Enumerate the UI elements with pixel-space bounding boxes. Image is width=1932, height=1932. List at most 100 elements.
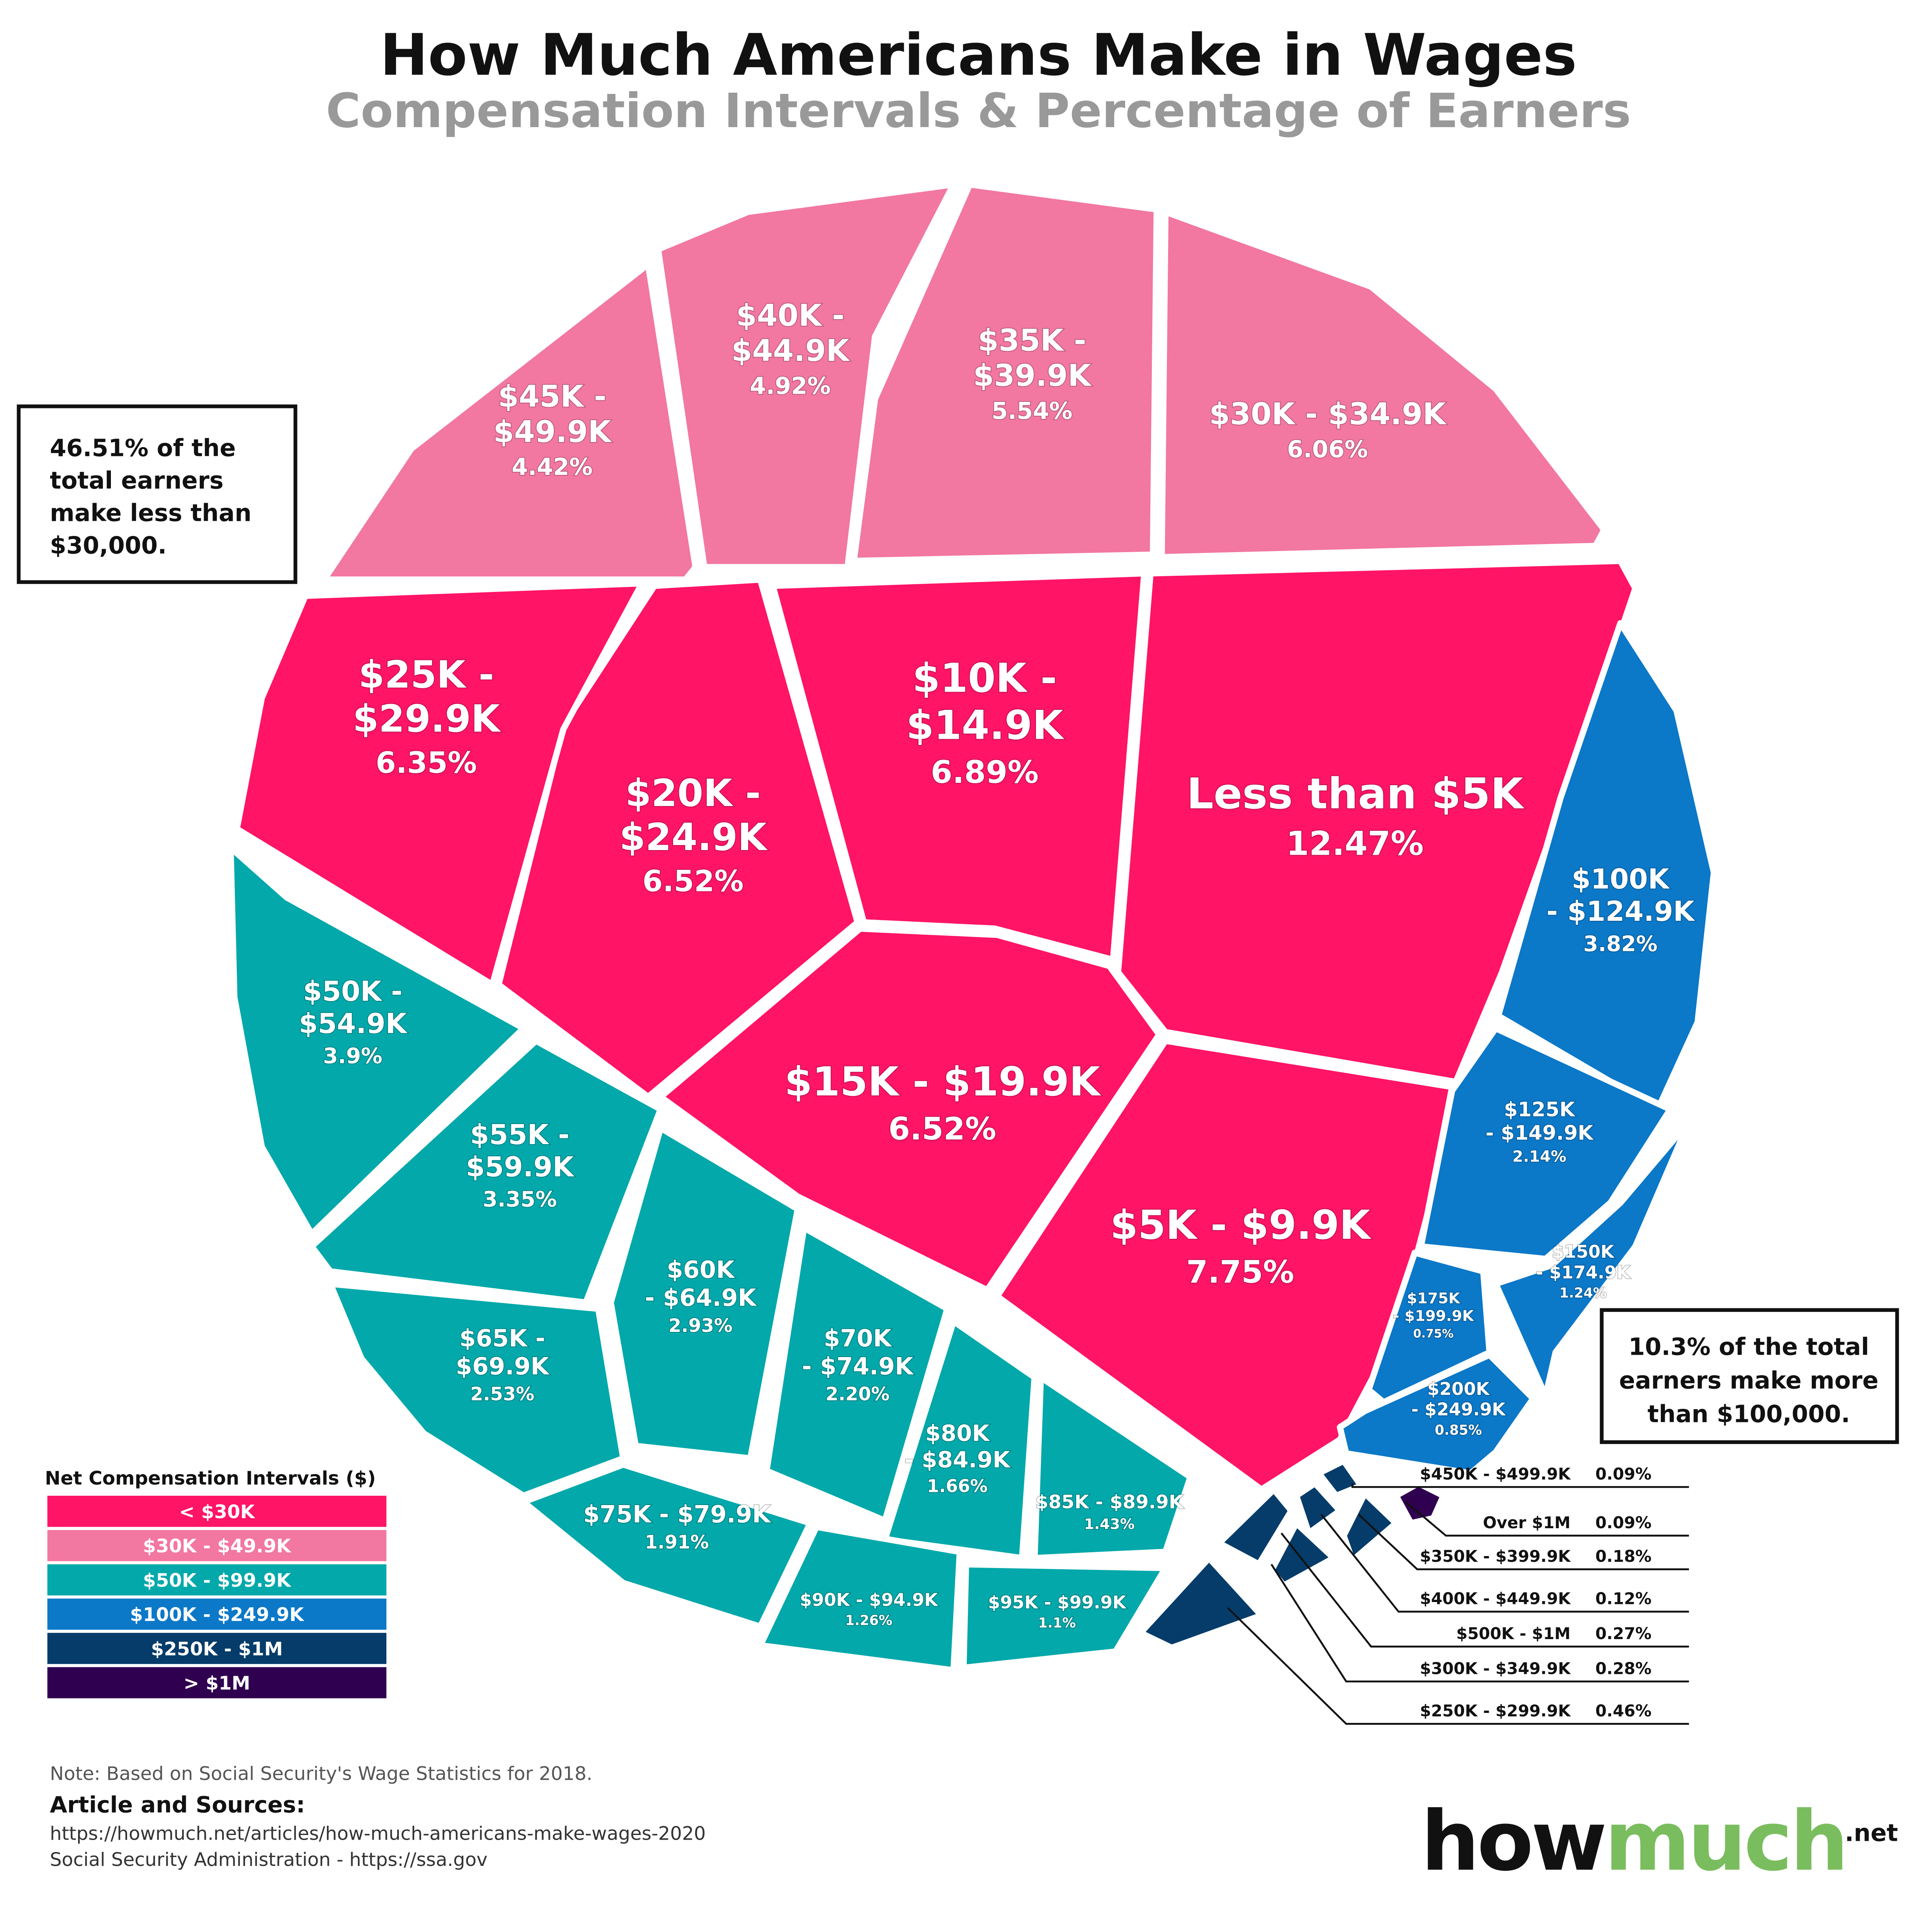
- cell-label: - $199.9K: [1393, 1308, 1475, 1325]
- cell-label: $35K -: [978, 323, 1087, 358]
- leader-value: 0.09%: [1595, 1464, 1651, 1483]
- cell-250k-299-9k: [1137, 1555, 1265, 1651]
- cell-50k-54-9k: [227, 844, 527, 1237]
- cell-label: $80K: [925, 1420, 990, 1446]
- logo-suffix: .net: [1845, 1820, 1898, 1847]
- cell-45k-49-9k: [321, 261, 699, 583]
- source-link-ssa[interactable]: Social Security Administration - https:/…: [50, 1849, 488, 1871]
- leader-value: 0.18%: [1595, 1547, 1651, 1566]
- cell-value: 1.26%: [845, 1613, 892, 1629]
- cell-65k-69-9k: [327, 1281, 626, 1499]
- cell-label: $150K: [1552, 1242, 1615, 1262]
- cell-label: $40K -: [736, 298, 845, 333]
- leader-label: $250K - $299.9K: [1420, 1701, 1571, 1720]
- legend-label: $100K - $249.9K: [130, 1604, 304, 1626]
- cell-value: 2.93%: [668, 1315, 733, 1337]
- cell-450k-499-9k: [1315, 1458, 1364, 1499]
- logo-how: how: [1421, 1794, 1604, 1888]
- leader-value: 0.28%: [1595, 1659, 1651, 1678]
- cell-label: $125K: [1504, 1098, 1576, 1121]
- cell-80k-84-9k: [882, 1318, 1038, 1561]
- source-link-article[interactable]: https://howmuch.net/articles/how-much-am…: [50, 1823, 706, 1844]
- legend-label: $250K - $1M: [151, 1638, 283, 1660]
- leader-label: $350K - $399.9K: [1420, 1547, 1571, 1566]
- cell-value: 6.52%: [643, 864, 744, 898]
- cell-label: $85K - $89.9K: [1036, 1492, 1184, 1513]
- cell-value: 1.24%: [1560, 1285, 1607, 1301]
- cell-value: 3.82%: [1583, 932, 1658, 956]
- callout-left: 46.51% of the total earners make less th…: [17, 404, 298, 584]
- cell-label: $60K: [667, 1256, 735, 1284]
- cell-100k-124-9k: [1495, 620, 1717, 1113]
- legend-label: > $1M: [184, 1673, 250, 1694]
- cell-label: $39.9K: [973, 359, 1092, 393]
- leader-line: [1405, 1501, 1689, 1537]
- legend-swatch: [47, 1599, 387, 1630]
- cell-value: 0.85%: [1435, 1422, 1482, 1438]
- leader-line: [1358, 1514, 1689, 1570]
- cell-label: - $74.9K: [802, 1353, 914, 1380]
- cell-value: 2.53%: [470, 1384, 534, 1405]
- cell-35k-39-9k: [850, 181, 1160, 564]
- cell-label: - $174.9K: [1536, 1262, 1631, 1282]
- leader-value: 0.27%: [1595, 1624, 1651, 1643]
- chart-title: How Much Americans Make in Wages: [380, 22, 1577, 88]
- cell-label: $5K - $9.9K: [1110, 1202, 1372, 1248]
- leader-label: $400K - $449.9K: [1420, 1589, 1571, 1608]
- cell-value: 2.20%: [825, 1384, 889, 1405]
- legend-label: $30K - $49.9K: [143, 1536, 291, 1557]
- cell-label: $14.9K: [906, 702, 1065, 748]
- cell-300k-349-9k: [1268, 1520, 1337, 1589]
- cell-label: - $64.9K: [645, 1284, 757, 1311]
- leader-value: 0.12%: [1595, 1589, 1651, 1608]
- cell-value: 3.35%: [483, 1187, 557, 1212]
- callout-left-line: 46.51% of the: [50, 435, 236, 462]
- cell-90k-94-9k: [757, 1524, 963, 1673]
- leader-line: [1320, 1514, 1689, 1613]
- cell-value: 0.75%: [1413, 1327, 1454, 1340]
- legend: Net Compensation Intervals ($) < $30K $30…: [45, 1468, 387, 1699]
- legend-swatch: [47, 1633, 387, 1664]
- svg-text:howmuch: howmuch: [1421, 1794, 1846, 1888]
- cell-labels-layer: Less than $5K 12.47% $5K - $9.9K 7.75% $10K …: [298, 298, 1696, 1632]
- cell-value: 1.91%: [645, 1532, 709, 1553]
- cell-label: $95K - $99.9K: [988, 1592, 1127, 1612]
- legend-swatch: [47, 1495, 387, 1527]
- legend-swatch: [47, 1530, 387, 1561]
- cell-95k-99-9k: [960, 1561, 1169, 1671]
- leader-line: [1227, 1607, 1689, 1725]
- leader-value: 0.46%: [1595, 1701, 1651, 1720]
- cell-label: $44.9K: [731, 333, 850, 368]
- cell-75k-79-9k: [520, 1461, 813, 1630]
- cell-label: $75K - $79.9K: [583, 1501, 771, 1528]
- cell-value: 6.06%: [1287, 436, 1368, 463]
- cell-label: $69.9K: [456, 1353, 550, 1380]
- sources-heading: Article and Sources:: [50, 1791, 305, 1818]
- cell-value: 6.89%: [931, 754, 1039, 790]
- cell-label: Less than $5K: [1187, 769, 1525, 818]
- cell-value: 1.1%: [1038, 1615, 1076, 1631]
- leader-label: $500K - $1M: [1456, 1624, 1571, 1643]
- cell-40k-44-9k: [655, 181, 957, 570]
- cell-label: $70K: [824, 1325, 893, 1352]
- cell-label: $45K -: [498, 379, 607, 414]
- cell-value: 2.14%: [1512, 1148, 1566, 1165]
- callout-left-line: total earners: [50, 467, 223, 495]
- cell-label: - $84.9K: [905, 1446, 1011, 1473]
- cell-60k-64-9k: [607, 1125, 801, 1462]
- cell-150k-174-9k: [1492, 1119, 1692, 1399]
- footer: Note: Based on Social Security's Wage St…: [50, 1763, 706, 1871]
- cell-200k-249-9k: [1337, 1352, 1536, 1476]
- cell-value: 3.9%: [323, 1044, 382, 1069]
- cell-30k-34-9k: [1158, 209, 1607, 560]
- cell-label: $29.9K: [353, 697, 501, 741]
- legend-label: < $30K: [179, 1501, 255, 1523]
- cell-label: $50K -: [303, 975, 402, 1007]
- cell-label: $100K: [1571, 863, 1670, 895]
- cell-label: $15K - $19.9K: [784, 1059, 1102, 1105]
- leader-line: [1270, 1564, 1689, 1683]
- legend-label: $50K - $99.9K: [143, 1570, 291, 1591]
- leader-line: [1351, 1483, 1689, 1488]
- cells-layer: [227, 181, 1717, 1673]
- howmuch-logo: howmuch .net: [1421, 1794, 1898, 1888]
